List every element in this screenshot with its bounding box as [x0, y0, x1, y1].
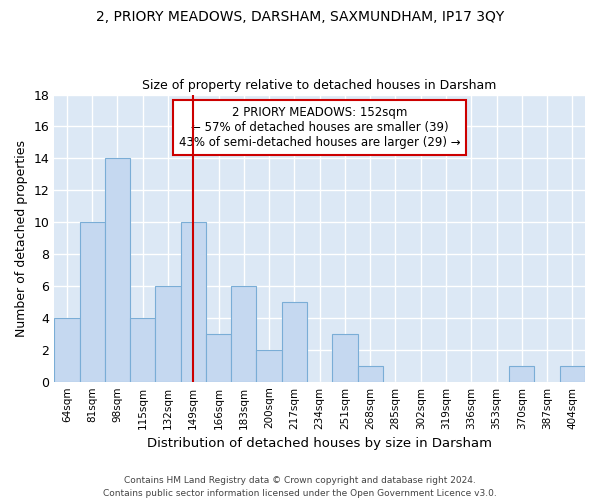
Bar	[80, 222, 105, 382]
Y-axis label: Number of detached properties: Number of detached properties	[15, 140, 28, 336]
X-axis label: Distribution of detached houses by size in Darsham: Distribution of detached houses by size …	[147, 437, 492, 450]
Bar	[509, 366, 535, 382]
Text: Contains HM Land Registry data © Crown copyright and database right 2024.
Contai: Contains HM Land Registry data © Crown c…	[103, 476, 497, 498]
Title: Size of property relative to detached houses in Darsham: Size of property relative to detached ho…	[142, 79, 497, 92]
Bar	[256, 350, 282, 382]
Bar	[282, 302, 307, 382]
Bar	[231, 286, 256, 382]
Bar	[358, 366, 383, 382]
Bar	[560, 366, 585, 382]
Bar	[332, 334, 358, 382]
Bar	[155, 286, 181, 382]
Bar	[105, 158, 130, 382]
Text: 2, PRIORY MEADOWS, DARSHAM, SAXMUNDHAM, IP17 3QY: 2, PRIORY MEADOWS, DARSHAM, SAXMUNDHAM, …	[96, 10, 504, 24]
Text: 2 PRIORY MEADOWS: 152sqm
← 57% of detached houses are smaller (39)
43% of semi-d: 2 PRIORY MEADOWS: 152sqm ← 57% of detach…	[179, 106, 460, 149]
Bar	[130, 318, 155, 382]
Bar	[181, 222, 206, 382]
Bar	[206, 334, 231, 382]
Bar	[54, 318, 80, 382]
